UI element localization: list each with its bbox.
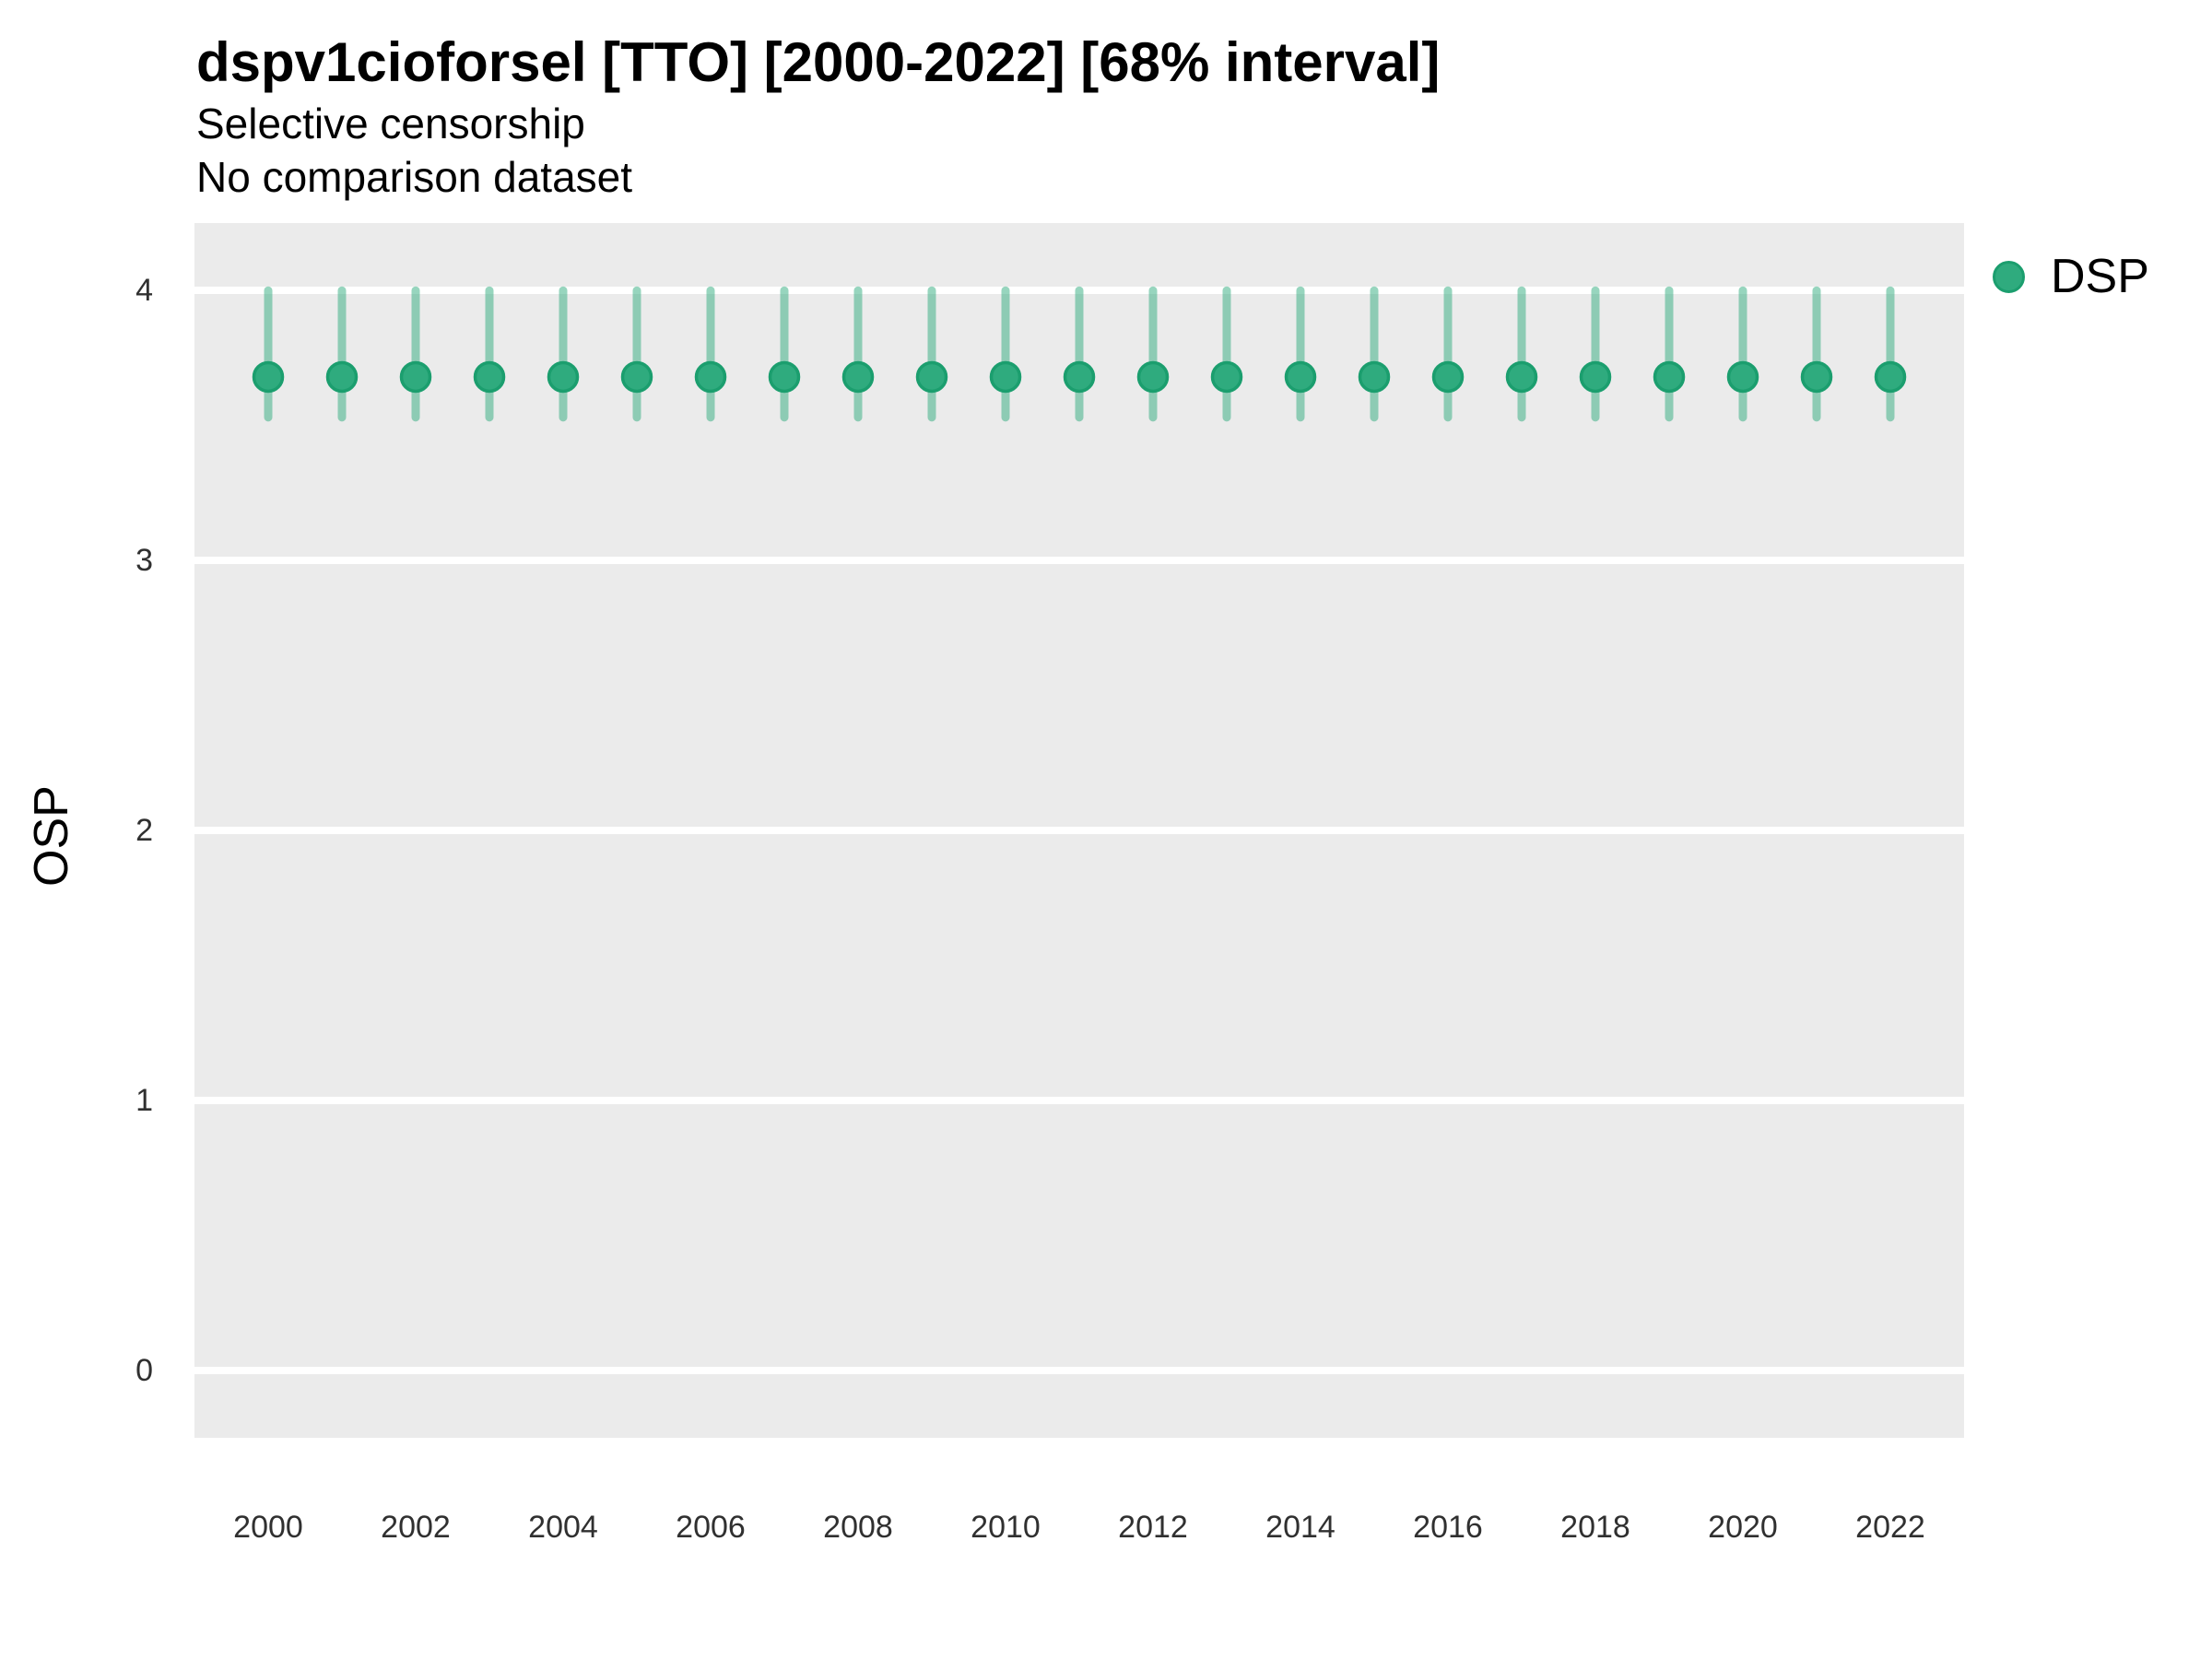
y-tick-label: 3 <box>135 543 153 579</box>
y-tick-label: 1 <box>135 1082 153 1118</box>
gridline-major-y0 <box>194 1366 1964 1374</box>
y-tick-label: 0 <box>135 1352 153 1388</box>
estimate-point-2022 <box>1874 360 1907 394</box>
estimate-point-2011 <box>1063 360 1096 394</box>
estimate-point-2009 <box>915 360 948 394</box>
gridline-major-y2 <box>194 827 1964 834</box>
estimate-point-2017 <box>1505 360 1538 394</box>
estimate-point-2014 <box>1284 360 1317 394</box>
legend: DSP <box>1993 248 2149 305</box>
estimate-point-2005 <box>620 360 653 394</box>
estimate-point-2012 <box>1136 360 1170 394</box>
chart-title: dspv1cioforsel [TTO] [2000-2022] [68% in… <box>196 31 1441 93</box>
estimate-point-2020 <box>1726 360 1759 394</box>
estimate-point-2007 <box>768 360 801 394</box>
y-tick-label: 2 <box>135 813 153 848</box>
x-tick-label: 2016 <box>1413 1510 1483 1545</box>
legend-dsp-label: DSP <box>2051 250 2149 303</box>
estimate-point-2010 <box>989 360 1022 394</box>
estimate-point-2015 <box>1358 360 1391 394</box>
estimate-point-2003 <box>473 360 506 394</box>
x-tick-label: 2002 <box>381 1510 451 1545</box>
estimate-point-2000 <box>252 360 285 394</box>
x-tick-label: 2018 <box>1560 1510 1630 1545</box>
estimate-point-2001 <box>325 360 359 394</box>
estimate-point-2002 <box>399 360 432 394</box>
x-tick-label: 2004 <box>528 1510 598 1545</box>
x-tick-label: 2014 <box>1265 1510 1335 1545</box>
estimate-point-2019 <box>1653 360 1686 394</box>
legend-dsp-dot-icon <box>1993 260 2025 293</box>
chart-subtitle-line2: No comparison dataset <box>196 153 633 201</box>
x-tick-label: 2020 <box>1708 1510 1778 1545</box>
gridline-major-y1 <box>194 1096 1964 1104</box>
x-tick-label: 2008 <box>823 1510 893 1545</box>
estimate-point-2008 <box>841 360 875 394</box>
estimate-point-2021 <box>1800 360 1833 394</box>
gridline-major-y3 <box>194 557 1964 565</box>
x-tick-label: 2010 <box>971 1510 1041 1545</box>
x-tick-label: 2022 <box>1855 1510 1925 1545</box>
estimate-point-2016 <box>1431 360 1465 394</box>
estimate-point-2018 <box>1579 360 1612 394</box>
x-tick-label: 2012 <box>1118 1510 1188 1545</box>
y-tick-label: 4 <box>135 273 153 309</box>
x-tick-label: 2006 <box>676 1510 746 1545</box>
estimate-point-2004 <box>547 360 580 394</box>
estimate-point-2006 <box>694 360 727 394</box>
x-tick-label: 2000 <box>233 1510 303 1545</box>
chart-subtitle-line1: Selective censorship <box>196 100 585 147</box>
estimate-point-2013 <box>1210 360 1243 394</box>
